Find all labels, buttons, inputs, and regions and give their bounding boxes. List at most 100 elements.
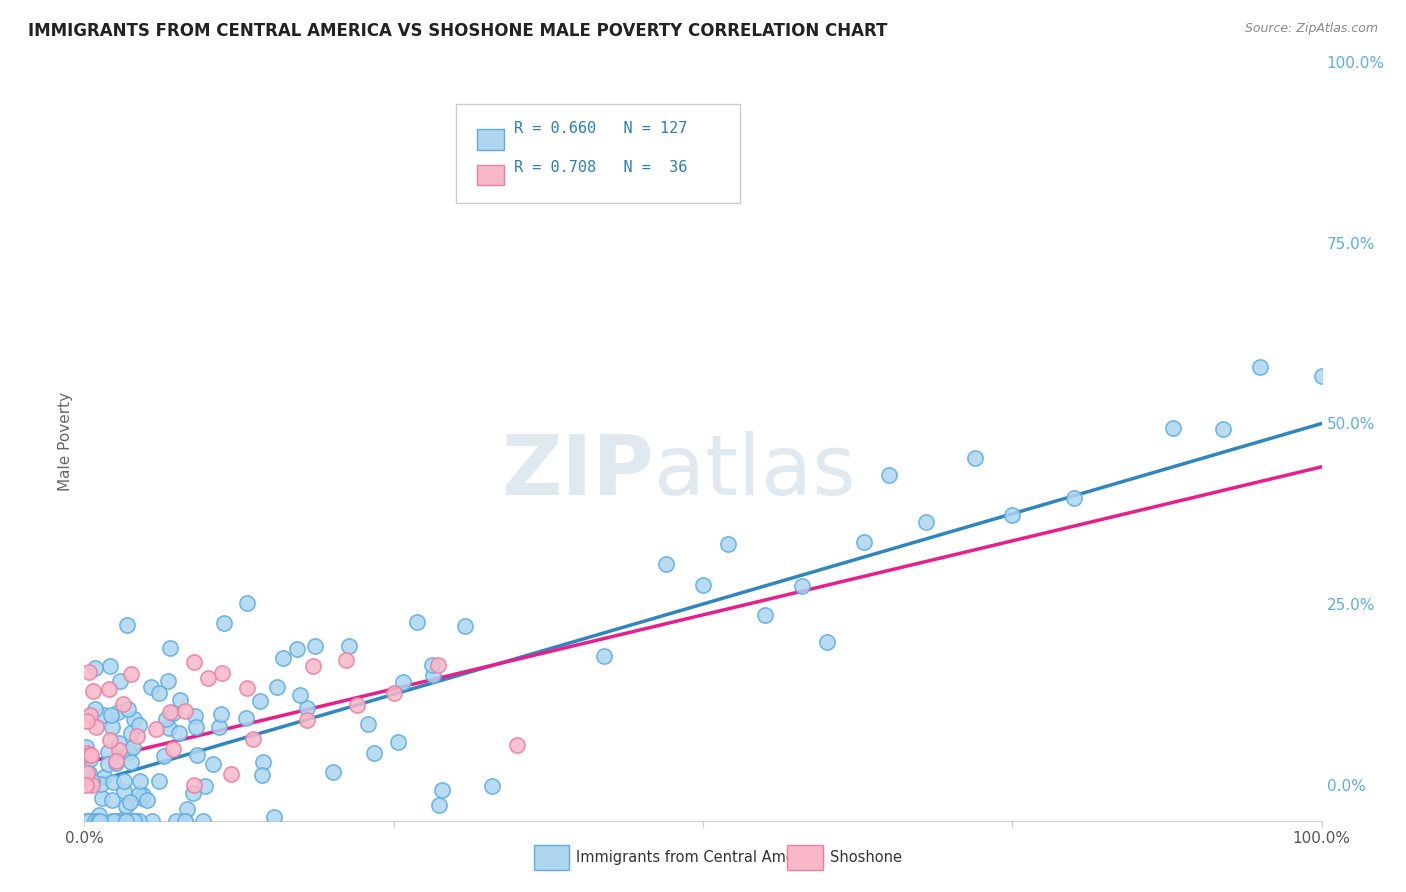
Point [302, 659, 325, 673]
Point [122, 814, 145, 828]
Point [90, 777, 112, 791]
Point [1310, 368, 1333, 383]
Point [197, 671, 219, 685]
Point [124, 712, 146, 726]
Point [114, 814, 136, 828]
Point [191, 814, 214, 828]
Text: atlas: atlas [654, 432, 855, 512]
Point [214, 615, 236, 630]
Point [186, 748, 208, 763]
Point [98, 658, 121, 673]
Point [141, 814, 163, 828]
Point [266, 680, 288, 694]
Point [432, 782, 454, 797]
Text: IMMIGRANTS FROM CENTRAL AMERICA VS SHOSHONE MALE POVERTY CORRELATION CHART: IMMIGRANTS FROM CENTRAL AMERICA VS SHOSH… [28, 22, 887, 40]
Point [114, 799, 136, 814]
Point [103, 814, 125, 828]
Point [84, 814, 107, 828]
Point [93, 771, 115, 785]
Point [1001, 508, 1024, 522]
Point [236, 681, 259, 695]
Point [117, 702, 139, 716]
Point [103, 775, 125, 789]
Point [83, 702, 105, 716]
Point [97, 745, 120, 759]
Point [263, 810, 285, 824]
Point [173, 814, 195, 828]
Point [382, 686, 405, 700]
Point [108, 736, 131, 750]
Point [145, 722, 167, 736]
Point [481, 779, 503, 793]
Point [84, 661, 107, 675]
Point [128, 814, 150, 828]
Point [242, 732, 264, 747]
Point [1063, 491, 1085, 505]
Text: Shoshone: Shoshone [830, 850, 901, 864]
Point [136, 793, 159, 807]
Point [387, 734, 409, 748]
Point [79, 814, 101, 828]
Point [157, 721, 180, 735]
Point [121, 739, 143, 754]
Point [131, 791, 153, 805]
Point [91, 791, 114, 805]
FancyBboxPatch shape [477, 165, 503, 186]
Point [1249, 359, 1271, 374]
Point [100, 707, 122, 722]
Point [692, 577, 714, 591]
Point [194, 779, 217, 793]
Point [271, 651, 294, 665]
Point [107, 705, 129, 719]
Point [118, 745, 141, 759]
Point [169, 693, 191, 707]
FancyBboxPatch shape [477, 129, 503, 150]
Point [79, 765, 101, 780]
Point [101, 793, 124, 807]
Point [236, 596, 259, 610]
Point [304, 639, 326, 653]
Point [75, 778, 97, 792]
Point [89, 814, 111, 828]
Point [186, 720, 208, 734]
Point [167, 725, 190, 739]
Point [79, 747, 101, 762]
Point [717, 537, 740, 551]
Point [120, 667, 142, 681]
Point [93, 708, 115, 723]
Point [132, 788, 155, 802]
Point [422, 668, 444, 682]
Point [162, 742, 184, 756]
Point [174, 704, 197, 718]
Point [104, 756, 127, 770]
Point [165, 814, 187, 828]
Point [363, 746, 385, 760]
Point [356, 717, 378, 731]
Point [965, 450, 987, 465]
Text: R = 0.660   N = 127: R = 0.660 N = 127 [513, 121, 688, 136]
Point [112, 774, 135, 789]
Point [159, 705, 181, 719]
Point [208, 720, 231, 734]
Point [1161, 421, 1184, 435]
Point [181, 786, 204, 800]
Point [125, 814, 148, 828]
Point [183, 655, 205, 669]
Point [128, 787, 150, 801]
Point [77, 665, 100, 679]
Point [118, 814, 141, 828]
Point [97, 756, 120, 771]
Text: Source: ZipAtlas.com: Source: ZipAtlas.com [1244, 22, 1378, 36]
Point [249, 694, 271, 708]
Point [79, 708, 101, 723]
Point [80, 774, 103, 789]
Point [77, 814, 100, 828]
Point [427, 798, 450, 813]
Point [174, 814, 197, 828]
Point [100, 814, 122, 828]
Point [97, 681, 120, 696]
Point [108, 743, 131, 757]
Point [104, 754, 127, 768]
Point [120, 795, 142, 809]
Point [219, 767, 242, 781]
